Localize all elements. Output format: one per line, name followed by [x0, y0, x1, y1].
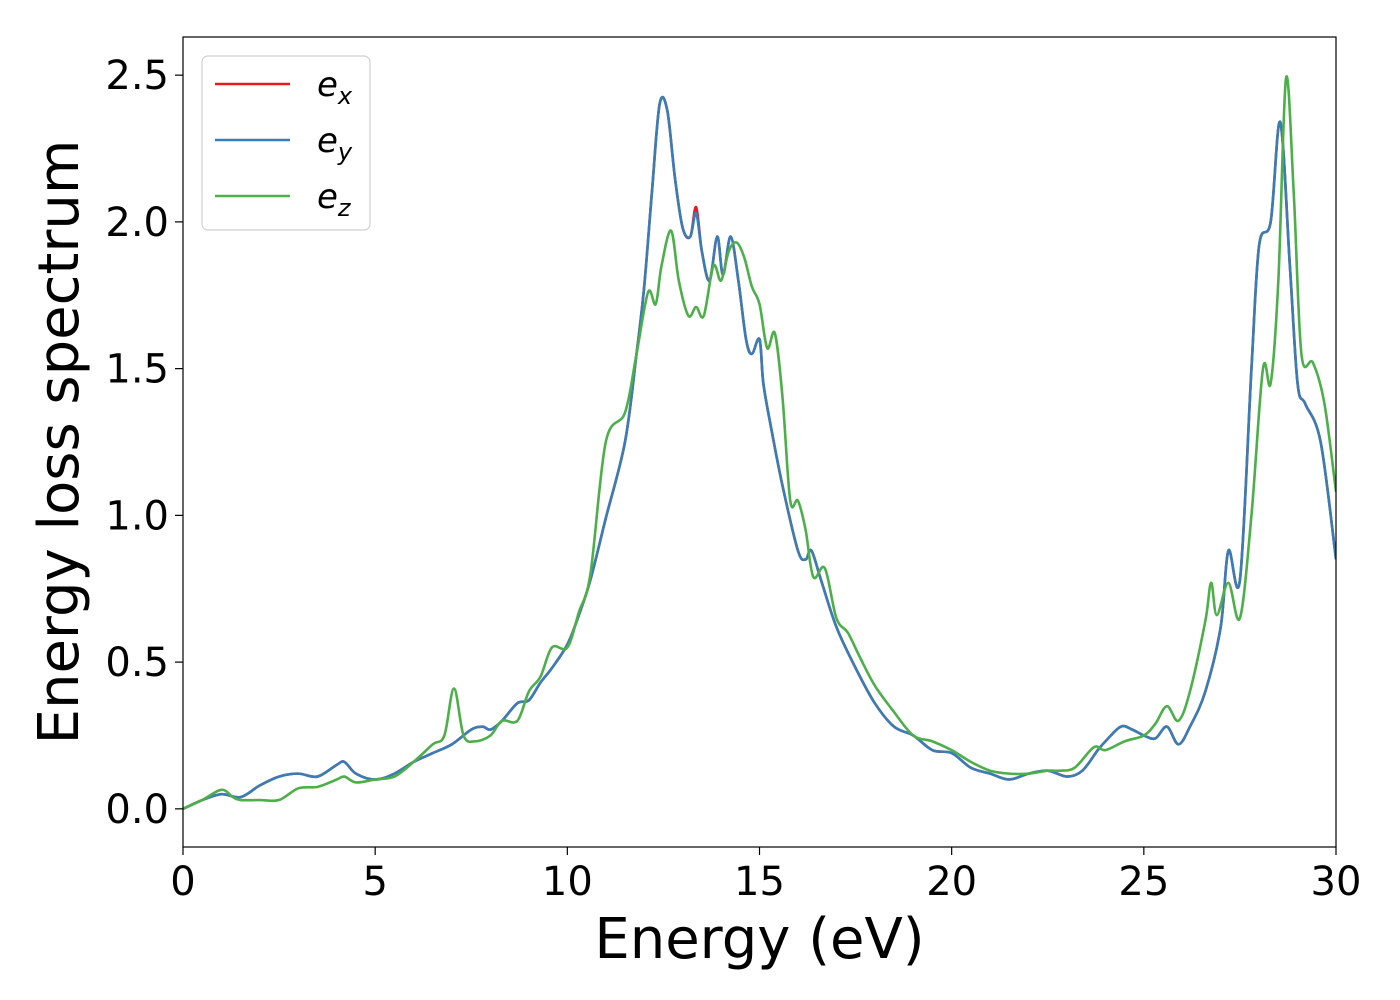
x-tick-label: 15 [734, 859, 785, 905]
y-tick-label: 1.0 [105, 493, 169, 539]
x-tick-label: 30 [1311, 859, 1362, 905]
y-tick-label: 0.5 [105, 640, 169, 686]
y-tick-label: 2.5 [105, 53, 169, 99]
x-axis-title: Energy (eV) [594, 907, 924, 972]
legend-label-subscript: x [337, 82, 353, 110]
series-lines [183, 75, 1336, 811]
legend-box [201, 55, 371, 231]
y-tick-label: 2.0 [105, 200, 169, 246]
series-line-ez [183, 75, 1336, 811]
x-tick-label: 20 [926, 859, 977, 905]
y-axis-title: Energy loss spectrum [27, 140, 92, 745]
x-tick-label: 10 [542, 859, 593, 905]
x-tick-label: 0 [170, 859, 195, 905]
x-tick-label: 5 [362, 859, 387, 905]
legend-label-subscript: z [337, 194, 352, 222]
y-tick-label: 0.0 [105, 787, 169, 833]
legend-label-subscript: y [337, 138, 353, 166]
x-tick-label: 25 [1118, 859, 1169, 905]
y-axis: 0.0 0.5 1.0 1.5 2.0 2.5 [105, 53, 183, 833]
x-axis: 0 5 10 15 20 25 30 [170, 847, 1361, 905]
y-tick-label: 1.5 [105, 347, 169, 393]
